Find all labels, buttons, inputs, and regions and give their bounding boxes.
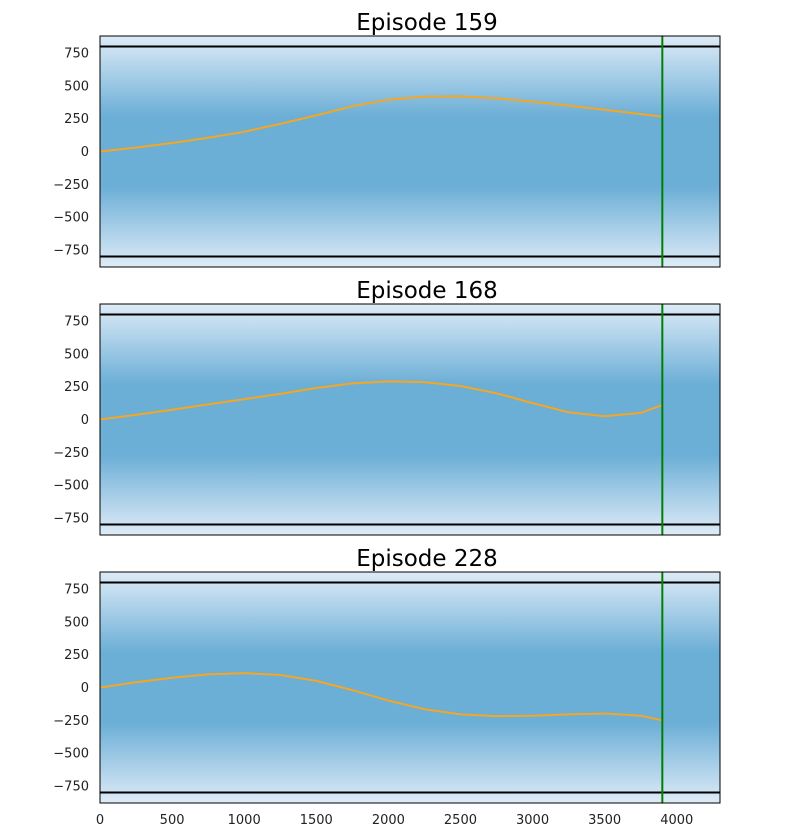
y-tick-label: 500 [64, 79, 89, 94]
y-tick-label: 750 [64, 315, 89, 330]
y-tick-label: −500 [53, 747, 89, 762]
x-tick-label: 500 [160, 813, 185, 828]
y-tick-label: 250 [64, 648, 89, 663]
y-tick-label: −750 [53, 511, 89, 526]
y-tick-label: −250 [53, 714, 89, 729]
x-tick-label: 0 [96, 813, 104, 828]
x-tick-label: 2000 [372, 813, 405, 828]
x-tick-label: 1500 [300, 813, 333, 828]
x-tick-label: 3500 [588, 813, 621, 828]
trajectory-line [99, 672, 663, 722]
y-tick-label: 0 [81, 413, 89, 428]
y-tick-label: −250 [53, 178, 89, 193]
y-tick-label: 500 [64, 347, 89, 362]
background-band [100, 572, 720, 803]
x-tick-label: 4000 [660, 813, 693, 828]
y-tick-label: −500 [53, 211, 89, 226]
y-tick-label: 0 [81, 145, 89, 160]
y-tick-label: −500 [53, 479, 89, 494]
panel-episode-168: Episode 168 750 500 250 0 −250 −500 −750 [53, 278, 721, 536]
axes-frame [99, 35, 721, 268]
y-tick-label: 750 [64, 47, 89, 62]
trajectory-line [99, 380, 663, 421]
y-tick-label: −250 [53, 446, 89, 461]
background-band [100, 36, 720, 267]
panel-title: Episode 228 [356, 546, 498, 572]
axes-frame [99, 303, 721, 536]
background-band [100, 304, 720, 535]
y-tick-label: 250 [64, 380, 89, 395]
x-tick-label: 1000 [228, 813, 261, 828]
y-tick-label: −750 [53, 243, 89, 258]
trajectory-line [99, 95, 663, 153]
y-tick-label: 0 [81, 681, 89, 696]
y-tick-label: 250 [64, 112, 89, 127]
panel-title: Episode 159 [356, 10, 498, 36]
y-tick-label: −750 [53, 779, 89, 794]
y-tick-label: 500 [64, 615, 89, 630]
x-tick-label: 2500 [444, 813, 477, 828]
y-tick-label: 750 [64, 583, 89, 598]
axes-frame [99, 571, 721, 804]
panel-title: Episode 168 [356, 278, 498, 304]
x-tick-label: 3000 [516, 813, 549, 828]
panel-episode-159: Episode 159 750 500 250 0 −250 −500 −750 [53, 10, 721, 268]
